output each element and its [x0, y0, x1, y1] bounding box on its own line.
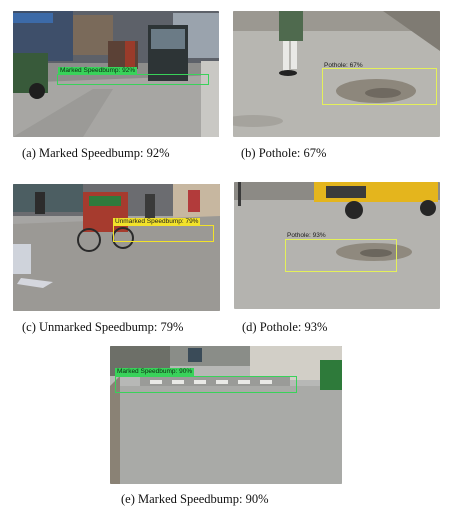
- road-surface-illustration: [234, 182, 440, 309]
- caption-a: (a) Marked Speedbump: 92%: [22, 146, 170, 160]
- detection-box: [285, 239, 397, 272]
- detection-label: Pothole: 67%: [324, 62, 363, 69]
- panel-b-image: Pothole: 67%: [233, 11, 440, 137]
- panel-e-image: Marked Speedbump: 90%: [110, 346, 342, 484]
- caption-e: (e) Marked Speedbump: 90%: [121, 492, 269, 506]
- detection-label: Marked Speedbump: 92%: [58, 67, 138, 75]
- road-surface-illustration: [233, 11, 440, 137]
- detection-label: Pothole: 93%: [287, 232, 326, 239]
- street-scene-illustration: [13, 184, 220, 311]
- caption-d: (d) Pothole: 93%: [242, 320, 328, 334]
- road-scene-illustration: [110, 346, 342, 484]
- detection-box: [115, 376, 297, 393]
- detection-box: [57, 74, 209, 85]
- detection-box: [113, 225, 214, 242]
- caption-c: (c) Unmarked Speedbump: 79%: [22, 320, 184, 334]
- detection-label: Unmarked Speedbump: 79%: [113, 218, 201, 226]
- street-scene-illustration: [13, 11, 219, 137]
- caption-b: (b) Pothole: 67%: [241, 146, 327, 160]
- panel-d-image: Pothole: 93%: [234, 182, 440, 309]
- panel-a-image: Marked Speedbump: 92%: [13, 11, 219, 137]
- detection-box: [322, 68, 437, 105]
- panel-c-image: Unmarked Speedbump: 79%: [13, 184, 220, 311]
- detection-label: Marked Speedbump: 90%: [115, 368, 195, 376]
